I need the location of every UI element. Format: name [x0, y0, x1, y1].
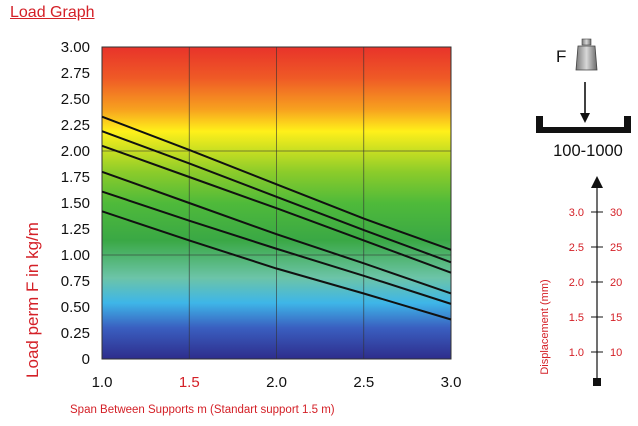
scale-right-label-3: 15 [610, 312, 622, 324]
y-axis-ticks: 0 0.25 0.50 0.75 1.00 1.25 1.50 1.75 2.00 2.25 2.5… [61, 39, 90, 368]
displacement-scale: 3.0 30 2.5 25 2.0 20 1.5 15 1.0 10 Displacement (… [539, 176, 622, 386]
y-tick-label-9: 2.25 [61, 117, 90, 134]
y-tick-label-2: 0.50 [61, 299, 90, 316]
series-line-5 [101, 190, 452, 305]
scale-right-label-1: 25 [610, 242, 622, 254]
series-line-6 [101, 210, 452, 321]
force-diagram: F 100-1000 [536, 38, 631, 160]
series-line-1 [101, 115, 452, 251]
y-tick-label-4: 1.00 [61, 247, 90, 264]
scale-left-label-1: 2.5 [569, 242, 584, 254]
grid [101, 46, 452, 360]
y-tick-label-6: 1.50 [61, 195, 90, 212]
y-tick-label-5: 1.25 [61, 221, 90, 238]
series-line-4 [101, 170, 452, 295]
series-line-2 [101, 130, 452, 264]
scale-right-label-0: 30 [610, 207, 622, 219]
scale-right-label-2: 20 [610, 277, 622, 289]
scale-arrow-up-icon [591, 176, 603, 188]
scale-left-label-3: 1.5 [569, 312, 584, 324]
y-tick-label-8: 2.00 [61, 143, 90, 160]
weight-icon [575, 38, 598, 71]
scale-left-label-2: 2.0 [569, 277, 584, 289]
y-tick-label-1: 0.25 [61, 325, 90, 342]
x-tick-label-2: 2.0 [266, 374, 287, 391]
y-tick-label-10: 2.50 [61, 91, 90, 108]
y-axis-label: Load perm F in kg/m [23, 222, 42, 378]
scale-left-label-0: 3.0 [569, 207, 584, 219]
page-title[interactable]: Load Graph [10, 4, 95, 21]
u-channel-icon [536, 116, 631, 133]
scale-right-label-4: 10 [610, 347, 622, 359]
y-tick-label-7: 1.75 [61, 169, 90, 186]
x-tick-label-4: 3.0 [441, 374, 462, 391]
x-tick-label-0: 1.0 [92, 374, 113, 391]
force-label: F [556, 47, 566, 66]
series-line-3 [101, 144, 452, 274]
displacement-label: Displacement (mm) [539, 279, 551, 374]
y-tick-label-11: 2.75 [61, 65, 90, 82]
range-label: 100-1000 [553, 142, 623, 160]
x-axis-label: Span Between Supports m (Standart suppor… [70, 404, 335, 416]
scale-left-label-4: 1.0 [569, 347, 584, 359]
arrow-down-icon [580, 82, 590, 123]
y-tick-label-0: 0 [82, 351, 90, 368]
y-tick-label-3: 0.75 [61, 273, 90, 290]
series-lines [101, 115, 452, 321]
y-tick-label-12: 3.00 [61, 39, 90, 56]
x-axis-ticks: 1.0 1.5 2.0 2.5 3.0 [92, 374, 462, 391]
x-tick-label-1: 1.5 [179, 374, 200, 391]
scale-end-marker [593, 378, 601, 386]
x-tick-label-3: 2.5 [353, 374, 374, 391]
